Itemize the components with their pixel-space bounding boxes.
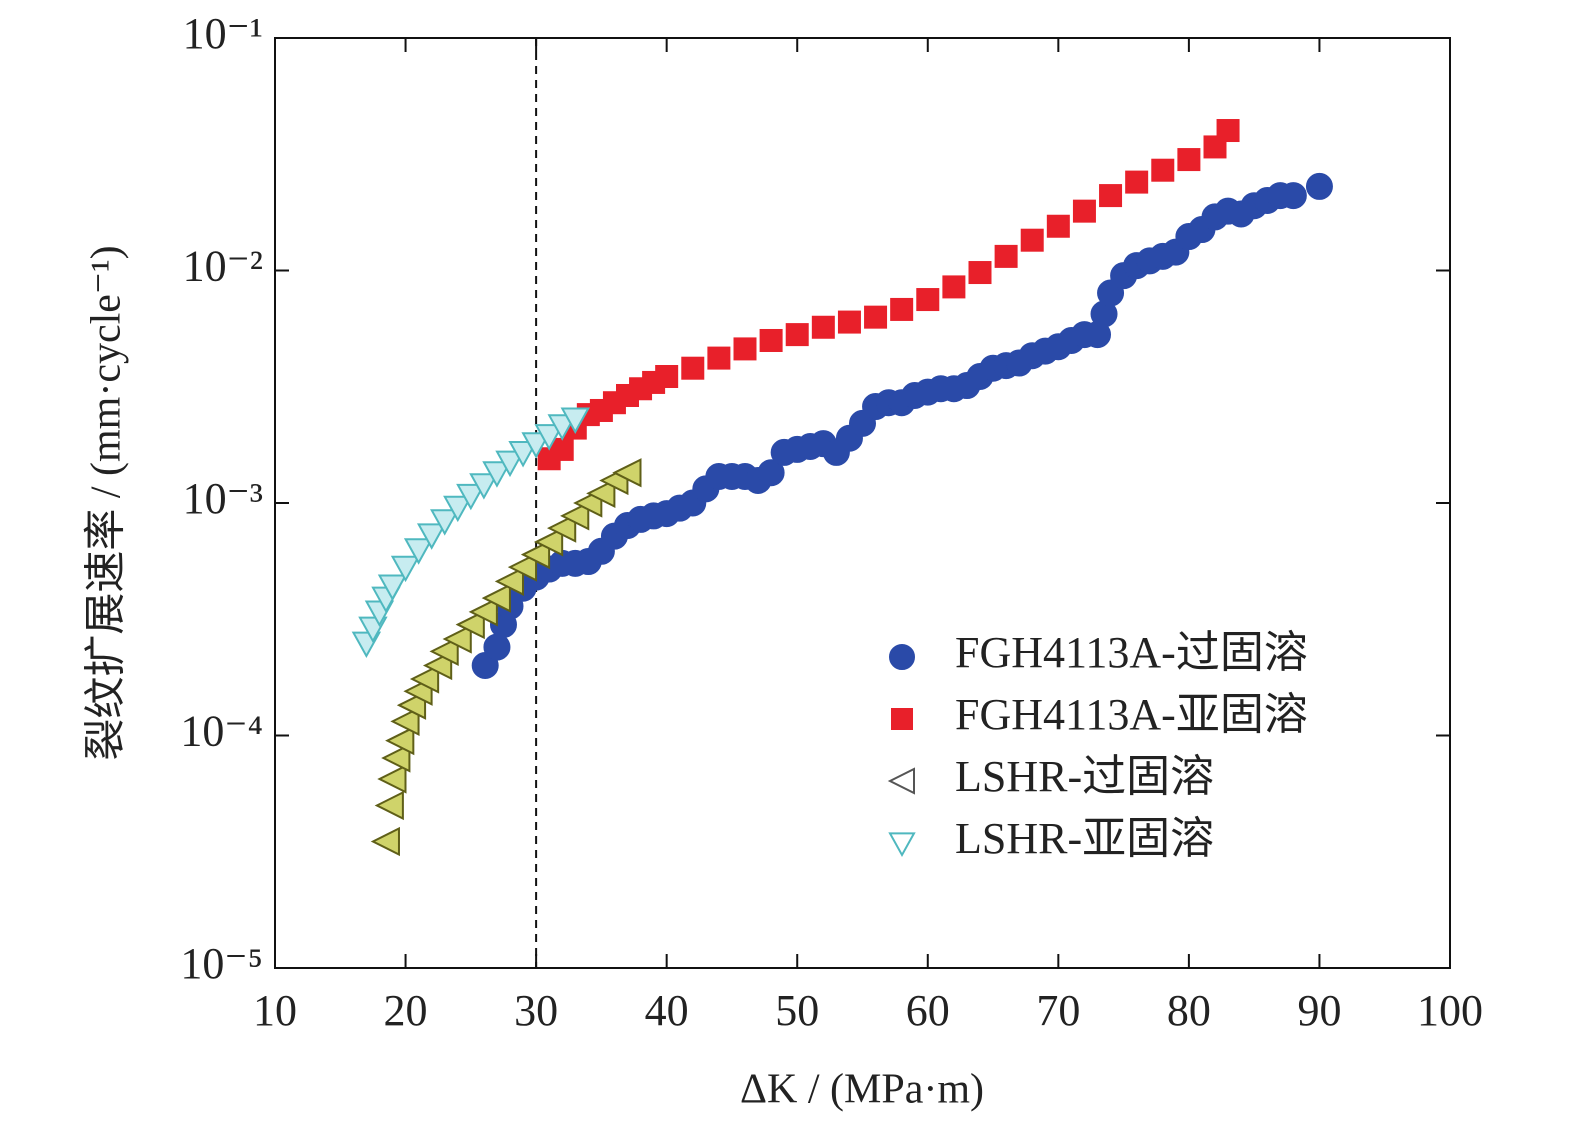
data-point (508, 441, 538, 468)
data-point (534, 424, 564, 451)
data-point (757, 459, 785, 487)
data-point (381, 743, 411, 773)
data-point (837, 310, 861, 334)
legend-marker (888, 832, 916, 858)
x-tick-label: 90 (1297, 986, 1341, 1035)
legend-label: FGH4113A-亚固溶 (955, 690, 1308, 739)
y-axis-label: 裂纹扩展速率 / (mm·cycle⁻¹) (83, 245, 130, 760)
y-tick-label: 10⁻² (183, 242, 263, 291)
data-point (455, 609, 485, 640)
plot-frame (274, 37, 1451, 969)
data-point (507, 552, 538, 582)
data-point (468, 597, 498, 627)
data-point (864, 305, 888, 329)
data-point (1125, 170, 1149, 194)
data-point (1099, 184, 1123, 208)
data-point (968, 261, 992, 285)
data-point (409, 664, 440, 694)
data-point (469, 473, 499, 500)
data-point (430, 509, 460, 536)
legend-label: LSHR-亚固溶 (955, 814, 1214, 863)
data-point (442, 624, 472, 654)
data-point (390, 555, 421, 583)
data-point (390, 706, 420, 737)
legend-marker (891, 708, 913, 730)
y-tick-label: 10⁻⁴ (180, 707, 263, 756)
data-point (520, 539, 551, 570)
data-point (681, 356, 705, 380)
legend-label: FGH4113A-过固溶 (955, 628, 1308, 677)
data-point (612, 458, 642, 488)
data-point (560, 501, 590, 531)
legend-marker (889, 644, 915, 670)
data-point (586, 478, 616, 508)
y-tick-label: 10⁻⁵ (180, 939, 263, 988)
data-point (550, 437, 574, 461)
legend-label: LSHR-过固溶 (955, 752, 1214, 801)
x-tick-label: 80 (1167, 986, 1211, 1035)
data-point (456, 483, 486, 511)
data-point (759, 328, 783, 352)
data-point (916, 288, 940, 312)
data-point (385, 726, 415, 756)
data-point (1072, 199, 1096, 223)
data-point (942, 275, 966, 299)
data-point (481, 583, 511, 613)
data-point (560, 407, 590, 434)
data-point (1046, 214, 1070, 238)
data-point (370, 826, 400, 857)
data-point (429, 636, 459, 667)
data-point (733, 337, 757, 361)
x-axis-label: ΔK / (MPa·m) (740, 1067, 984, 1113)
x-tick-label: 60 (906, 986, 950, 1035)
data-point (482, 461, 512, 488)
data-point (1305, 172, 1333, 200)
data-point (546, 513, 577, 543)
y-tick-label: 10⁻³ (183, 474, 263, 523)
x-tick-label: 100 (1417, 986, 1483, 1035)
data-point (1177, 148, 1201, 172)
data-point (1020, 228, 1044, 252)
data-point (494, 566, 524, 597)
data-point (422, 650, 453, 681)
data-point (994, 244, 1018, 268)
data-point (890, 297, 914, 321)
data-point (1151, 158, 1175, 182)
data-point (1216, 119, 1240, 143)
x-tick-label: 10 (253, 986, 297, 1035)
data-point (403, 538, 434, 565)
data-point (1279, 182, 1307, 210)
data-point (377, 764, 407, 794)
legend-marker (887, 767, 915, 795)
data-point (443, 495, 473, 523)
data-point (707, 346, 731, 370)
data-point (811, 315, 835, 339)
x-tick-label: 20 (384, 986, 428, 1035)
x-tick-label: 50 (775, 986, 819, 1035)
data-point (377, 574, 408, 601)
x-tick-label: 70 (1036, 986, 1080, 1035)
data-point (521, 432, 551, 459)
data-point (416, 523, 447, 550)
data-point (374, 790, 404, 821)
x-tick-label: 40 (645, 986, 689, 1035)
x-tick-label: 30 (514, 986, 558, 1035)
data-point (483, 633, 511, 661)
y-tick-label: 10⁻¹ (183, 9, 263, 58)
data-point (785, 323, 809, 347)
data-point (533, 527, 564, 557)
data-point (495, 450, 525, 478)
data-point (655, 365, 679, 389)
